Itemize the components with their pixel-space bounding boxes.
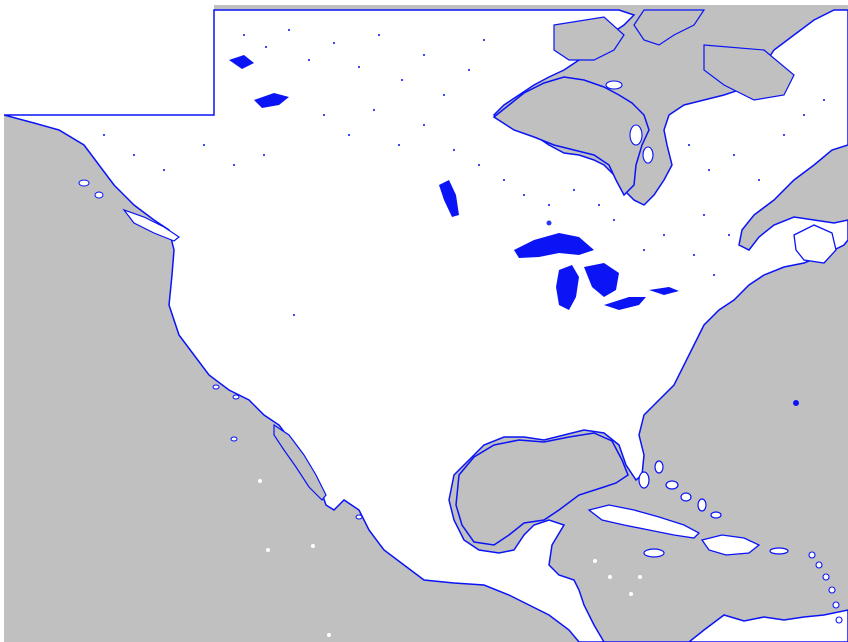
lake-huron — [584, 263, 619, 297]
lake-ontario — [649, 287, 679, 295]
lake-winnipeg — [439, 180, 459, 217]
arctic-channel — [633, 9, 706, 46]
gulf-of-california — [273, 423, 327, 501]
bahamas-islands — [638, 460, 722, 519]
lesser-antilles — [808, 551, 843, 624]
lake-erie — [604, 297, 646, 310]
hudson-bay — [492, 76, 650, 197]
lake-superior — [514, 233, 594, 258]
bermuda-island — [793, 400, 799, 406]
great-slave-lake — [254, 93, 289, 108]
great-bear-lake — [229, 55, 254, 69]
pacific-coast-islets — [78, 179, 363, 520]
arctic-channel-2 — [553, 16, 625, 61]
vancouver-island — [122, 208, 181, 242]
blank-tile-panel — [4, 5, 214, 115]
caribbean-islets — [593, 559, 642, 596]
newfoundland-island — [793, 224, 837, 264]
hispaniola-island — [700, 534, 761, 556]
lake-michigan — [556, 265, 579, 310]
gulf-of-mexico — [455, 432, 629, 546]
puerto-rico-island — [769, 547, 789, 555]
map-canvas[interactable] — [4, 5, 848, 642]
jamaica-island — [643, 548, 665, 558]
cuba-island — [587, 504, 701, 539]
arctic-channel-3 — [703, 44, 795, 101]
hudson-bay-islands — [605, 80, 654, 164]
northern-lake-texture — [102, 28, 826, 317]
pacific-islets — [258, 479, 331, 637]
